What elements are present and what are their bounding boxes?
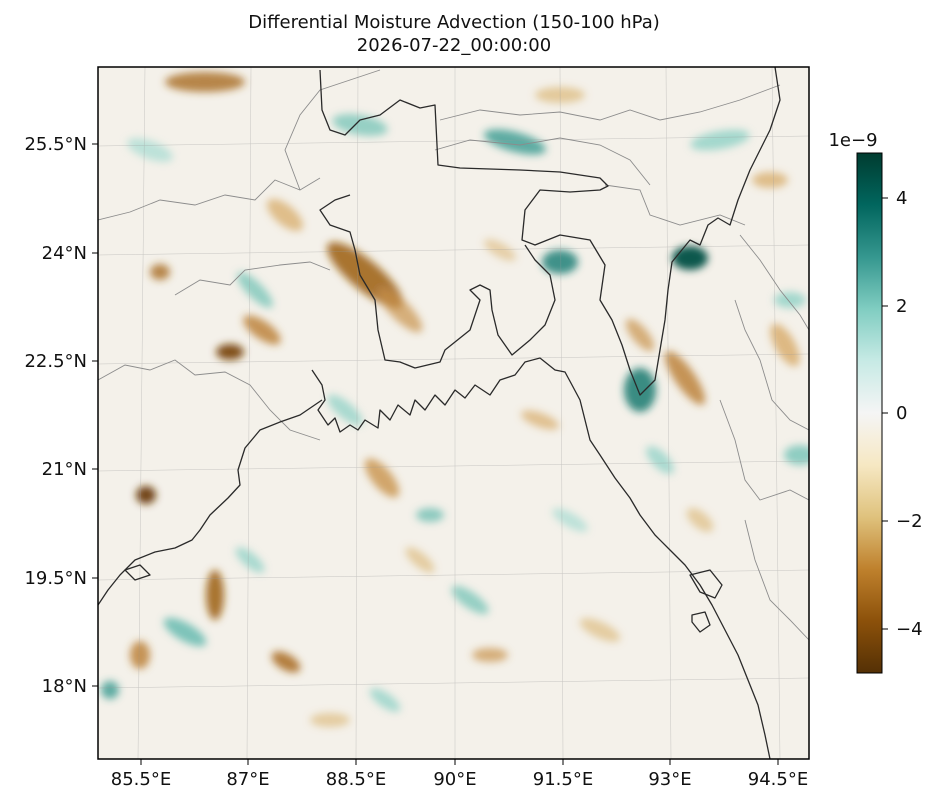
lon-tick-label: 91.5°E — [533, 769, 593, 790]
state-borders — [98, 69, 809, 641]
colorbar-scale-label: 1e−9 — [828, 130, 877, 151]
lon-tick-label: 85.5°E — [111, 769, 171, 790]
coastline — [98, 67, 781, 759]
lon-tick-label: 93°E — [648, 769, 691, 790]
colorbar-gradient — [856, 152, 883, 674]
lon-tick-label: 88.5°E — [326, 769, 386, 790]
colorbar-tick-label: 0 — [896, 403, 907, 424]
advection-field — [101, 72, 809, 727]
chart-subtitle: 2026-07-22_00:00:00 — [356, 35, 552, 56]
lat-tick-label: 22.5°N — [24, 351, 87, 372]
colorbar-tick-label: 2 — [896, 296, 907, 317]
map-gridlines — [98, 67, 809, 759]
chart-title: Differential Moisture Advection (150-100… — [248, 12, 660, 33]
colorbar-tick-label: 4 — [896, 188, 907, 209]
colorbar-tick-label: −2 — [896, 511, 923, 532]
map-frame — [97, 66, 810, 760]
lon-tick-label: 90°E — [433, 769, 476, 790]
map-background — [98, 67, 809, 759]
lon-tick-label: 94.5°E — [748, 769, 808, 790]
lat-tick-label: 25.5°N — [24, 134, 87, 155]
colorbar: 1e−9 4 2 0 −2 −4 — [828, 130, 923, 674]
axis-ticks — [92, 143, 779, 765]
lat-tick-label: 21°N — [42, 459, 87, 480]
lat-tick-label: 24°N — [42, 243, 87, 264]
lat-tick-label: 19.5°N — [24, 568, 87, 589]
lat-tick-label: 18°N — [42, 676, 87, 697]
lon-tick-label: 87°E — [226, 769, 269, 790]
colorbar-tick-label: −4 — [896, 619, 923, 640]
